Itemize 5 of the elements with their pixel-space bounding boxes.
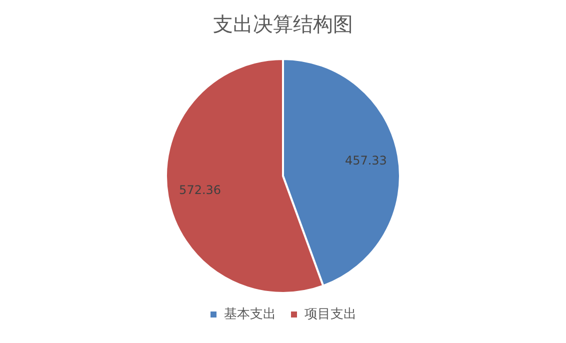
data-label: 572.36: [179, 182, 222, 197]
chart-title: 支出决算结构图: [213, 12, 353, 36]
legend-label: 项目支出: [304, 306, 356, 322]
data-label: 457.33: [344, 153, 387, 168]
legend-label: 基本支出: [224, 306, 276, 322]
